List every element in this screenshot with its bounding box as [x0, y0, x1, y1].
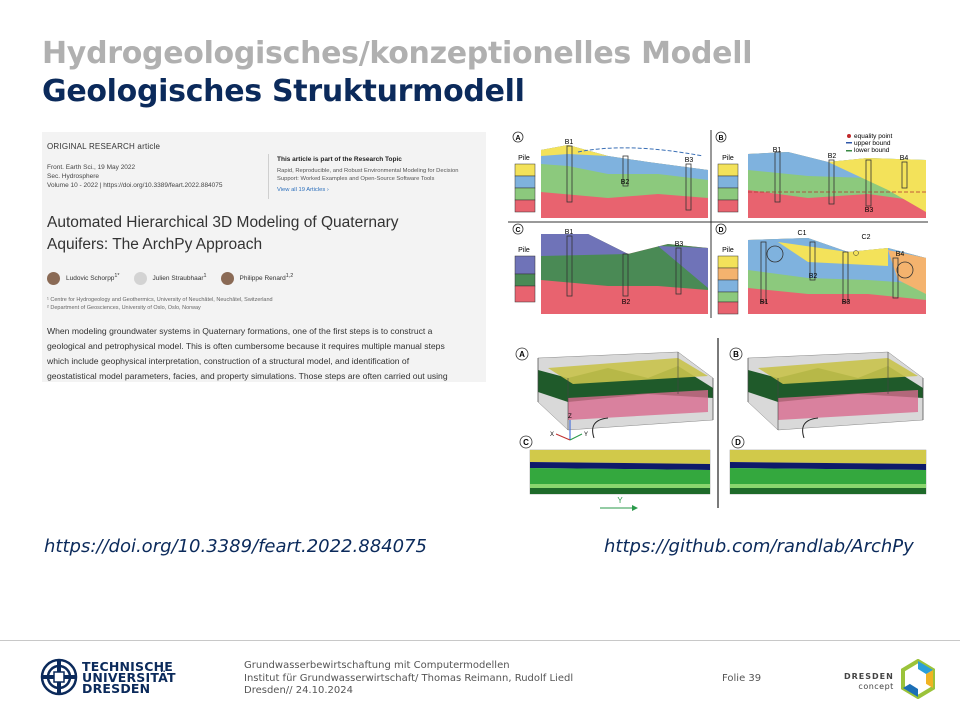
paper-type: ORIGINAL RESEARCH article: [47, 142, 161, 151]
3d-model-figure: A B Z X Y C D: [515, 338, 927, 511]
model-panel-b: B: [729, 347, 924, 439]
dd-line-2: concept: [858, 682, 894, 691]
tud-logo: TECHNISCHE UNIVERSITÄT DRESDEN: [40, 658, 176, 696]
abstract-line: When modeling groundwater systems in Qua…: [47, 326, 433, 336]
abstract-line: geostatistical model parameters, facies,…: [47, 371, 448, 381]
author-1[interactable]: Ludovic Schorpp1*: [66, 273, 120, 283]
author-3[interactable]: Philippe Renard1,2: [239, 273, 294, 283]
panel-label-a: A: [515, 135, 520, 142]
slide-title-gray: Hydrogeologisches/konzeptionelles Modell: [42, 36, 753, 71]
footer-info: Grundwasserbewirtschaftung mit Computerm…: [244, 660, 573, 698]
pile-label-a: Pile: [518, 155, 530, 162]
tud-line-3: DRESDEN: [82, 680, 151, 696]
borehole-b1-b: B1: [773, 147, 782, 154]
axis-y-label: Y: [617, 496, 623, 505]
borehole-b3-c: B3: [675, 241, 684, 248]
paper-screenshot: ORIGINAL RESEARCH article Front. Earth S…: [42, 132, 486, 382]
borehole-b3-a: B3: [685, 157, 694, 164]
borehole-b2-c: B2: [622, 299, 631, 306]
paper-journal-info: Front. Earth Sci., 19 May 2022 Sec. Hydr…: [47, 163, 257, 190]
borehole-b3-b: B3: [865, 207, 874, 214]
model-label-b: B: [733, 350, 739, 359]
footer-divider: [0, 640, 960, 641]
paper-title: Automated Hierarchical 3D Modeling of Qu…: [47, 212, 467, 256]
cross-section-figure: A Pile B1 B2 B3 B Pile B1 B2 B3: [508, 130, 928, 318]
tud-line-1: TECHNISCHE: [82, 658, 173, 674]
abstract-line: geological and petrophysical model. This…: [47, 341, 445, 351]
dresden-concept-logo-icon: [901, 659, 935, 699]
topic-line-1: Rapid, Reproducible, and Robust Environm…: [277, 168, 459, 174]
model-panel-a: A: [515, 347, 714, 439]
dd-line-1: DRESDEN: [844, 672, 894, 681]
axis-z-label: Z: [568, 414, 572, 420]
github-link[interactable]: https://github.com/randlab/ArchPy: [604, 536, 914, 557]
tud-emblem-icon: [40, 658, 78, 696]
model-panel-d: D: [729, 435, 927, 495]
legend-upper-bound: upper bound: [854, 140, 891, 147]
control-point-c1: C1: [798, 230, 807, 237]
author-avatar-placeholder: [133, 271, 147, 285]
paper-abstract: When modeling groundwater systems in Qua…: [47, 324, 479, 382]
footer-institute: Institut für Grundwasserwirtschaft/ Thom…: [244, 672, 574, 684]
paper-section: Sec. Hydrosphere: [47, 173, 100, 180]
borehole-b1-a: B1: [565, 139, 574, 146]
control-point-c2: C2: [862, 234, 871, 241]
paper-authors: Ludovic Schorpp1* Julien Straubhaar1 Phi…: [47, 270, 301, 286]
topic-body: Rapid, Reproducible, and Robust Environm…: [277, 167, 477, 183]
model-panel-c: C: [519, 435, 711, 495]
abstract-line: which include geophysical interpretation…: [47, 356, 410, 366]
footer-course: Grundwasserbewirtschaftung mit Computerm…: [244, 660, 510, 671]
paper-volume: Volume 10 - 2022 | https://doi.org/10.33…: [47, 182, 223, 189]
model-label-a: A: [519, 350, 525, 359]
panel-b: B Pile B1 B2 B3 B4 equality point upper …: [715, 131, 926, 218]
author-2[interactable]: Julien Straubhaar1: [152, 273, 207, 283]
paper-journal: Front. Earth Sci., 19 May 2022: [47, 164, 136, 171]
borehole-b4-d: B4: [896, 251, 905, 258]
borehole-b2-b: B2: [828, 153, 837, 160]
model-label-d: D: [735, 438, 741, 447]
author-avatar: [47, 271, 60, 285]
slide-title-blue: Geologisches Strukturmodell: [42, 74, 525, 109]
borehole-b4-b: B4: [900, 155, 909, 162]
panel-d: D Pile B1 B2 B3 B4 C1 C2: [715, 223, 926, 315]
slide-number: Folie 39: [722, 673, 762, 684]
topic-line-2: Support: Worked Examples and Open-Source…: [277, 176, 435, 182]
tud-line-2: UNIVERSITÄT: [82, 669, 176, 685]
dresden-concept-wordmark: DRESDEN concept: [844, 672, 894, 692]
footer-date: Dresden// 24.10.2024: [244, 685, 353, 696]
view-all-articles-link[interactable]: View all 19 Articles ›: [277, 187, 329, 193]
doi-link[interactable]: https://doi.org/10.3389/feart.2022.88407…: [44, 536, 427, 557]
panel-a: A Pile B1 B2 B3: [512, 131, 708, 218]
paper-title-line-2: Aquifers: The ArchPy Approach: [47, 236, 263, 253]
topic-head: This article is part of the Research Top…: [277, 156, 402, 163]
paper-divider: [268, 154, 269, 199]
tud-wordmark: TECHNISCHE UNIVERSITÄT DRESDEN: [82, 658, 176, 696]
axes-triad: Z X Y: [550, 414, 588, 441]
axis-x-label: X: [550, 432, 554, 438]
pile-label-c: Pile: [518, 247, 530, 254]
model-label-c: C: [523, 438, 529, 447]
panel-label-c: C: [515, 227, 520, 234]
panel-label-d: D: [718, 227, 723, 234]
affiliation-1: ¹ Centre for Hydrogeology and Geothermic…: [47, 297, 273, 303]
borehole-b2-a: B2: [621, 179, 630, 186]
panel-label-b: B: [718, 135, 723, 142]
paper-title-line-1: Automated Hierarchical 3D Modeling of Qu…: [47, 214, 399, 231]
author-avatar: [220, 271, 234, 285]
borehole-b3-d: B3: [842, 299, 851, 306]
borehole-b2-d: B2: [809, 273, 818, 280]
panel-c: C Pile B1 B2 B3: [512, 223, 708, 314]
legend-lower-bound: lower bound: [854, 147, 890, 154]
axis-y-label-small: Y: [584, 432, 588, 438]
paper-affiliations: ¹ Centre for Hydrogeology and Geothermic…: [47, 296, 273, 312]
borehole-b1-c: B1: [565, 229, 574, 236]
borehole-b1-d: B1: [760, 299, 769, 306]
affiliation-2: ² Department of Geosciences, University …: [47, 305, 201, 311]
pile-label-b: Pile: [722, 155, 734, 162]
legend-equality-point: equality point: [854, 133, 892, 140]
pile-label-d: Pile: [722, 247, 734, 254]
